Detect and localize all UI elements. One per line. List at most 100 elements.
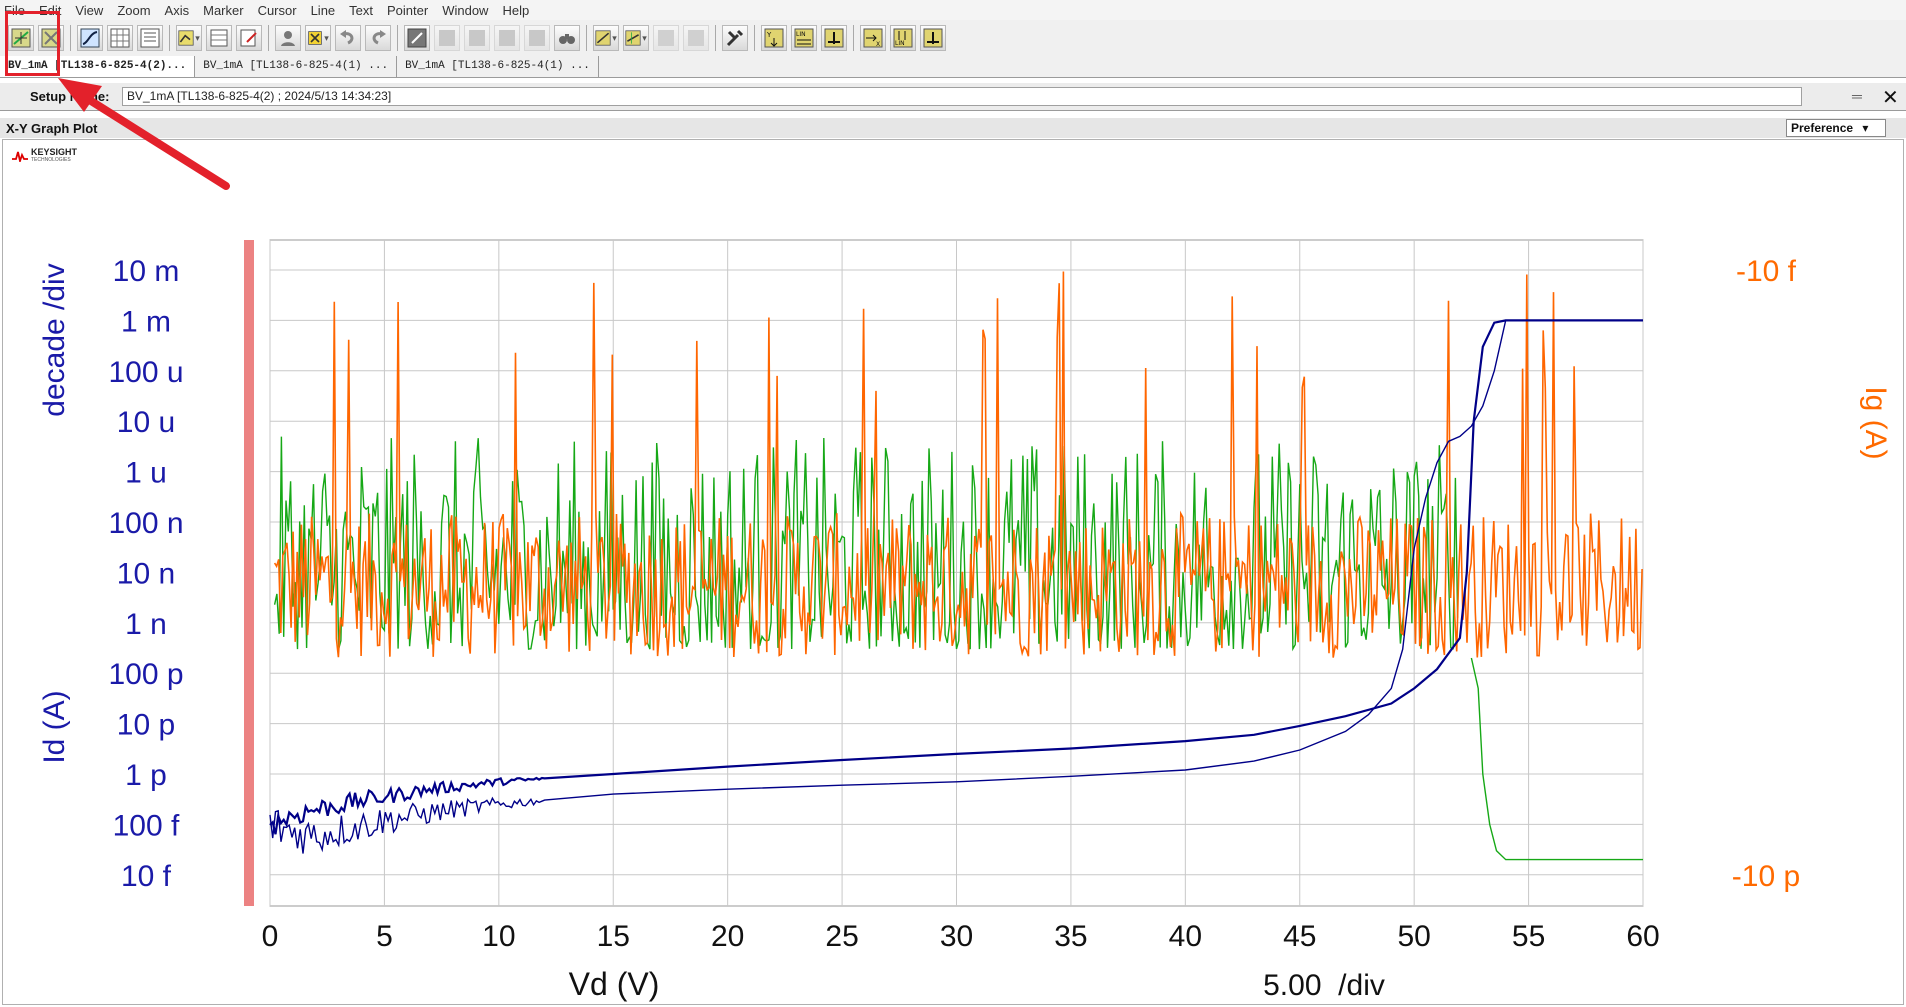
pin-icon[interactable]: ═ [1852, 88, 1862, 104]
line-graph-icon[interactable] [77, 25, 103, 51]
y-left-tick-label: 10 u [117, 406, 175, 439]
y-axis-icon[interactable]: Y [761, 25, 787, 51]
x-zoom-icon[interactable] [920, 25, 946, 51]
x-tick-label: 45 [1283, 920, 1316, 953]
preference-button[interactable]: Preference ▾ [1786, 119, 1886, 137]
edit-table-icon[interactable] [236, 25, 262, 51]
menu-line[interactable]: Line [310, 2, 336, 18]
keysight-logo: KEYSIGHT TECHNOLOGIES [12, 148, 77, 164]
annotation-arrow [58, 78, 230, 190]
cursor-tool-icon[interactable] [305, 25, 331, 51]
disabled-line-1-icon[interactable] [653, 25, 679, 51]
disabled-tool-4-icon[interactable] [524, 25, 550, 51]
tab-setup-2[interactable]: BV_1mA [TL138-6-825-4(1) ... [195, 56, 398, 77]
x-tick-label: 35 [1054, 920, 1087, 953]
x-axis-icon[interactable]: X [860, 25, 886, 51]
table-icon[interactable] [206, 25, 232, 51]
disabled-tool-1-icon[interactable] [434, 25, 460, 51]
x-tick-label: 50 [1397, 920, 1430, 953]
menu-cursor[interactable]: Cursor [257, 2, 297, 18]
logo-name: KEYSIGHT [31, 147, 78, 157]
y-left-tick-label: 10 m [113, 255, 180, 288]
menu-marker[interactable]: Marker [203, 2, 244, 18]
y-right-tick-label: -10 f [1736, 255, 1797, 288]
tab-setup-1[interactable]: BV_1mA [TL138-6-825-4(2)... [0, 56, 196, 77]
x-tick-label: 5 [376, 920, 393, 953]
svg-text:LIN: LIN [796, 31, 806, 38]
undo-icon[interactable] [335, 25, 361, 51]
redo-icon[interactable] [365, 25, 391, 51]
menu-text[interactable]: Text [349, 2, 373, 18]
x-axis-label: Vd (V) [569, 966, 660, 1002]
toolbar: Y LIN X LIN [0, 20, 1906, 56]
lin-scale-icon[interactable]: LIN [791, 25, 817, 51]
id_return-line [269, 320, 1507, 854]
tab-setup-3[interactable]: BV_1mA [TL138-6-825-4(1) ... [397, 56, 599, 77]
y-left-tick-label: 1 u [125, 457, 167, 490]
y-left-tick-label: 100 p [108, 658, 183, 691]
disabled-line-2-icon[interactable] [683, 25, 709, 51]
ig-trace [273, 271, 1643, 658]
x-tick-label: 15 [597, 920, 630, 953]
y-left-tick-label: 10 p [117, 709, 175, 742]
y-left-tick-label: 1 m [121, 305, 171, 338]
menu-help[interactable]: Help [502, 2, 530, 18]
preference-label: Preference [1791, 121, 1854, 135]
grid-icon[interactable] [107, 25, 133, 51]
cursor-bar [244, 240, 254, 906]
y-left-tick-label: 1 n [125, 608, 167, 641]
line-marker-icon[interactable] [623, 25, 649, 51]
keysight-wave-icon [12, 151, 28, 162]
plot-header: X-Y Graph Plot Preference ▾ [0, 118, 1906, 138]
y-right-axis-label: Ig (A) [1859, 386, 1892, 459]
axis-labels: 0 5 10 15 20 25 30 35 40 45 50 55 60 10 m 1 m 100 u 10 u… [108, 255, 1800, 953]
add-graph-icon[interactable] [8, 25, 34, 51]
disabled-tool-2-icon[interactable] [464, 25, 490, 51]
y-right-tick-label: -10 p [1732, 860, 1800, 893]
menu-pointer[interactable]: Pointer [387, 2, 429, 18]
x-tick-label: 40 [1169, 920, 1202, 953]
binoculars-icon[interactable] [554, 25, 580, 51]
x-tick-label: 55 [1512, 920, 1545, 953]
y-left-scale-label: decade /div [38, 263, 71, 416]
setup-name-field[interactable]: BV_1mA [TL138-6-825-4(2) ; 2024/5/13 14:… [122, 87, 1802, 106]
x-tick-label: 0 [262, 920, 279, 953]
annotation-highlight-box [5, 11, 60, 76]
y-left-tick-label: 100 u [108, 356, 183, 389]
x-tick-label: 60 [1626, 920, 1659, 953]
menu-view[interactable]: View [75, 2, 104, 18]
setup-bar: Setup Name: BV_1mA [TL138-6-825-4(2) ; 2… [0, 83, 1906, 111]
setup-tabs: BV_1mA [TL138-6-825-4(2)... BV_1mA [TL13… [0, 56, 1906, 78]
plot-title: X-Y Graph Plot [6, 121, 98, 136]
ig-noise-trace [273, 271, 1643, 658]
y-left-tick-label: 100 f [113, 809, 180, 842]
disabled-tool-3-icon[interactable] [494, 25, 520, 51]
plot-grid [269, 239, 1644, 907]
y-left-tick-label: 10 n [117, 557, 175, 590]
x-tick-label: 10 [482, 920, 515, 953]
list-icon[interactable] [137, 25, 163, 51]
green_noise_tail-line [1470, 657, 1643, 861]
menu-bar: File Edit View Zoom Axis Marker Cursor Line Text… [0, 0, 1906, 20]
svg-text:Y: Y [766, 31, 772, 39]
y-left-axis-label: Id (A) [38, 690, 71, 763]
menu-axis[interactable]: Axis [164, 2, 190, 18]
user-icon[interactable] [275, 25, 301, 51]
settings-icon[interactable] [722, 25, 748, 51]
id_forward-line [269, 319, 1643, 835]
close-icon[interactable]: ✕ [1882, 87, 1899, 109]
svg-text:LIN: LIN [895, 40, 905, 47]
y-zoom-icon[interactable] [821, 25, 847, 51]
y-left-tick-label: 10 f [121, 860, 172, 893]
x-lin-scale-icon[interactable]: LIN [890, 25, 916, 51]
line-fit-icon[interactable] [593, 25, 619, 51]
link-icon[interactable] [404, 25, 430, 51]
logo-sub: TECHNOLOGIES [31, 157, 71, 163]
svg-text:X: X [876, 41, 880, 48]
color-scheme-icon[interactable] [176, 25, 202, 51]
menu-window[interactable]: Window [442, 2, 489, 18]
x-div-label: 5.00 /div [1263, 969, 1385, 1002]
menu-zoom[interactable]: Zoom [117, 2, 151, 18]
x-tick-label: 30 [940, 920, 973, 953]
